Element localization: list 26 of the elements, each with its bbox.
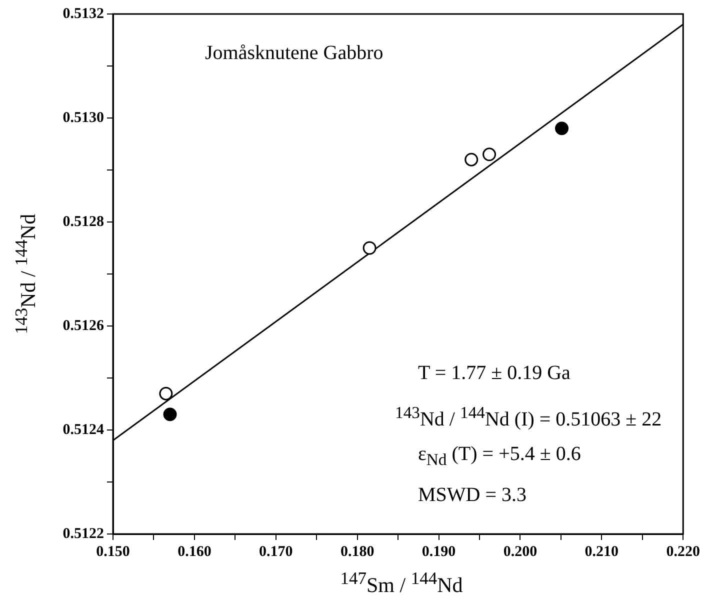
- point: [163, 408, 177, 422]
- y-tick-label: 0.5124: [62, 422, 104, 438]
- x-tick-label: 0.200: [503, 544, 538, 560]
- y-tick-label: 0.5128: [62, 214, 104, 230]
- point: [555, 122, 569, 136]
- y-tick-label: 0.5130: [62, 110, 104, 126]
- point: [362, 241, 376, 255]
- point: [464, 152, 478, 166]
- y-tick-label: 0.5132: [62, 6, 104, 22]
- annotation: MSWD = 3.3: [418, 483, 527, 508]
- x-tick-label: 0.190: [422, 544, 456, 560]
- x-tick-label: 0.170: [259, 544, 293, 560]
- x-tick-label: 0.220: [666, 544, 700, 560]
- x-axis-title: $^{147}$Sm / $^{144}$Nd: [339, 568, 464, 598]
- annotation: ε$_{Nd}$ (T) = +5.4 ± 0.6: [418, 442, 581, 471]
- point: [482, 148, 496, 162]
- x-tick-label: 0.150: [96, 544, 130, 560]
- x-tick-label: 0.160: [178, 544, 212, 560]
- y-tick-label: 0.5126: [62, 318, 104, 334]
- y-tick-label: 0.5122: [62, 526, 104, 542]
- annotation: T = 1.77 ± 0.19 Ga: [418, 361, 570, 386]
- x-tick-label: 0.180: [340, 544, 374, 560]
- point: [159, 386, 173, 400]
- annotation: $^{143}$Nd / $^{144}$Nd (I) = 0.51063 ± 22: [395, 402, 662, 433]
- x-tick-label: 0.210: [584, 544, 619, 560]
- annotation: Jomåsknutene Gabbro: [205, 41, 384, 66]
